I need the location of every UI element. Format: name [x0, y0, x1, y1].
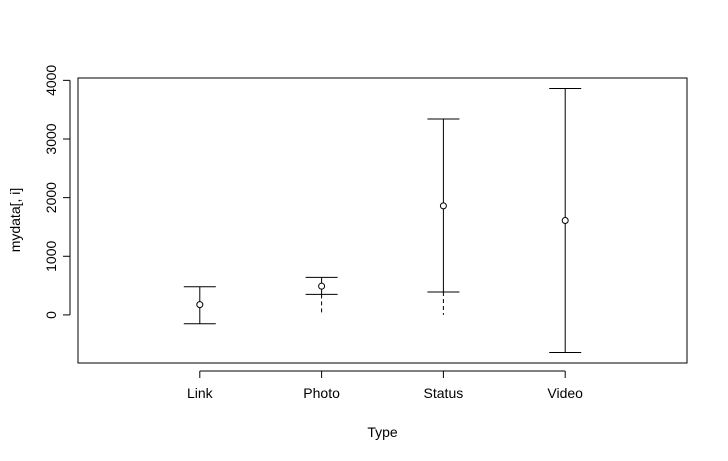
mean-point — [561, 217, 569, 224]
x-axis: Link Photo Status Video — [187, 370, 583, 401]
x-axis-label: Type — [367, 424, 398, 440]
mean-point — [439, 202, 447, 210]
y-axis-label: mydata[, i] — [7, 188, 23, 253]
y-tick-label: 2000 — [43, 182, 59, 213]
x-tick-label: Link — [187, 385, 214, 401]
error-bars — [183, 88, 582, 353]
x-tick-label: Status — [424, 385, 464, 401]
y-tick-label: 3000 — [43, 123, 59, 154]
x-tick-label: Video — [547, 385, 583, 401]
mean-point — [318, 282, 326, 290]
y-tick-label: 4000 — [43, 65, 59, 96]
y-tick-label: 0 — [43, 311, 59, 319]
plot-frame — [77, 77, 688, 364]
y-tick-label: 1000 — [43, 240, 59, 271]
mean-point — [196, 301, 204, 309]
y-axis: 0 1000 2000 3000 4000 — [43, 65, 71, 319]
x-tick-label: Photo — [303, 385, 340, 401]
